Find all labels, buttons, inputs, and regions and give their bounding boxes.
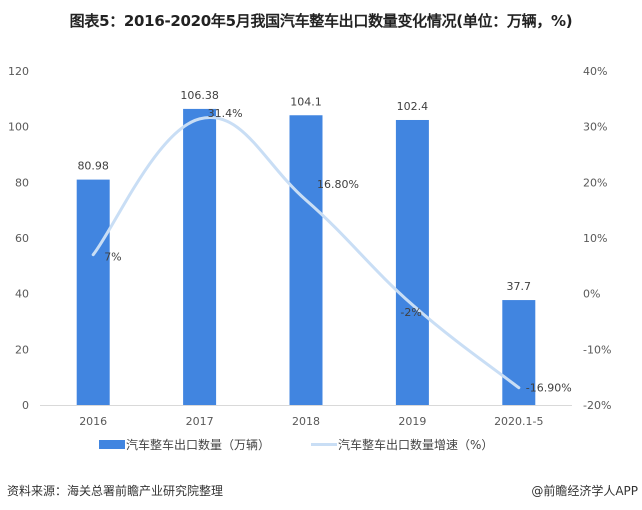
legend-item-line[interactable]: 汽车整车出口数量增速（%）	[311, 436, 493, 453]
right-axis-tick: -10%	[583, 343, 611, 356]
line-swatch-icon	[311, 443, 337, 446]
bar-swatch-icon	[99, 440, 125, 449]
left-axis-tick: 20	[15, 343, 29, 356]
legend-bar-label: 汽车整车出口数量（万辆）	[126, 438, 271, 452]
bar-value-label: 102.4	[397, 100, 429, 113]
combo-chart: 0 20 40 60 80 100 120 -20% -10% 0% 10% 20% 30% 40% 80.…	[8, 65, 611, 428]
growth-line[interactable]	[91, 115, 521, 390]
legend-line-label: 汽车整车出口数量增速（%）	[338, 438, 494, 452]
bar[interactable]	[183, 108, 217, 405]
right-axis-tick: 20%	[583, 176, 607, 189]
left-axis-tick: 0	[22, 399, 29, 412]
left-axis-tick: 40	[15, 288, 29, 301]
bar[interactable]	[289, 115, 323, 405]
credit-note: @前瞻经济学人APP	[531, 484, 638, 498]
right-axis-tick: 30%	[583, 121, 607, 134]
line-value-label: 31.4%	[208, 107, 243, 120]
bar-value-label: 104.1	[290, 95, 322, 108]
line-value-label: -16.90%	[526, 382, 572, 395]
line-value-label: 7%	[104, 251, 121, 264]
bar[interactable]	[76, 179, 110, 405]
right-axis-tick: 0%	[583, 288, 600, 301]
x-axis-tick: 2020.1-5	[494, 415, 543, 428]
left-axis-tick: 80	[15, 176, 29, 189]
line-value-label: -2%	[400, 306, 421, 319]
x-axis-tick: 2019	[398, 415, 426, 428]
legend: 汽车整车出口数量（万辆） 汽车整车出口数量增速（%）	[0, 436, 642, 456]
bar-value-label: 37.7	[507, 280, 532, 293]
left-axis-tick: 120	[8, 65, 29, 78]
left-axis-tick: 60	[15, 232, 29, 245]
right-axis-tick: 10%	[583, 232, 607, 245]
x-axis-tick: 2017	[186, 415, 214, 428]
x-axis-tick: 2016	[79, 415, 107, 428]
right-axis-tick: 40%	[583, 65, 607, 78]
line-value-label: 16.80%	[317, 178, 359, 191]
source-note: 资料来源：海关总署前瞻产业研究院整理	[7, 484, 224, 498]
bar[interactable]	[395, 119, 429, 405]
bar-value-label: 106.38	[180, 89, 219, 102]
right-axis-tick: -20%	[583, 399, 611, 412]
bar-value-label: 80.98	[77, 160, 109, 173]
left-axis-tick: 100	[8, 121, 29, 134]
legend-item-bar[interactable]: 汽车整车出口数量（万辆）	[99, 436, 270, 453]
x-axis-tick: 2018	[292, 415, 320, 428]
chart-title: 图表5：2016-2020年5月我国汽车整车出口数量变化情况(单位：万辆，%)	[69, 12, 573, 30]
